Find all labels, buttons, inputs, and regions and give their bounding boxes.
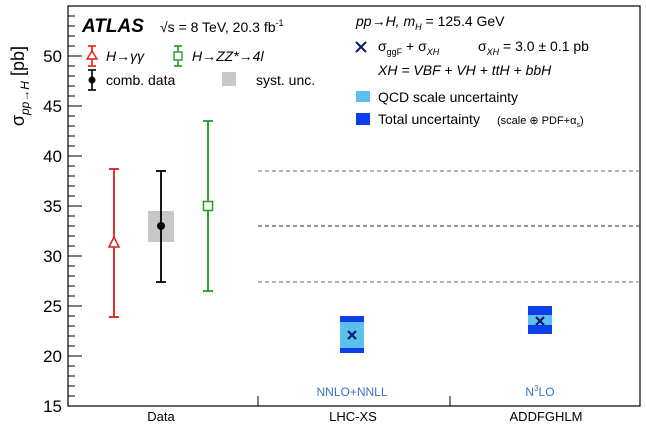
point-marker <box>202 200 214 212</box>
y-tick-label: 15 <box>43 397 62 416</box>
sigma-xh-sub: XH <box>486 47 500 57</box>
legend-syst-label: syst. unc. <box>256 72 315 88</box>
sigma-xh-value: = 3.0 ± 0.1 pb <box>499 38 589 54</box>
category-note: N3LO <box>525 384 554 399</box>
reference-lines <box>258 170 640 283</box>
legend-comb-label: comb. data <box>106 72 175 88</box>
x-category-label: LHC-XS <box>329 409 377 424</box>
prediction-points <box>340 306 552 353</box>
legend-qcd-label: QCD scale uncertainty <box>378 89 518 105</box>
legend-right: pp→H, mH = 125.4 GeV σggF + σXH σXH = 3.… <box>355 13 589 129</box>
measurement-filled-circle <box>156 170 166 283</box>
point-marker <box>157 222 165 230</box>
y-tick-label: 30 <box>43 247 62 266</box>
category-note: NNLO+NNLL <box>316 385 387 399</box>
legend-qcd-swatch <box>356 91 370 102</box>
atlas-label: ATLAS <box>81 16 144 37</box>
legend-hzz-label: H→ZZ*→4l <box>192 48 264 64</box>
y-tick-label: 20 <box>43 347 62 366</box>
y-tick-label: 45 <box>43 97 62 116</box>
legend-hgg-marker <box>85 45 99 67</box>
measurement-open-triangle <box>107 168 121 318</box>
process-label: pp→H, mH = 125.4 GeV <box>355 13 505 32</box>
legend-total-note-end: ) <box>580 115 584 127</box>
measurement-points <box>107 120 214 318</box>
sigma-sum-label: σggF + σXH <box>378 38 440 57</box>
legend-total-swatch <box>356 113 370 125</box>
y-tick-label: 40 <box>43 147 62 166</box>
legend-comb-marker <box>88 69 96 91</box>
prediction-marker-b <box>535 316 545 326</box>
process-text: pp→H, m <box>355 13 415 29</box>
xh-definition: XH = VBF + VH + ttH + bbH <box>377 62 552 78</box>
sigma-sum-mid: + σ <box>402 38 427 54</box>
lumi-superscript: -1 <box>276 18 284 28</box>
legend-prediction-marker <box>355 41 367 53</box>
legend-hgg-label: H→γγ <box>106 48 145 64</box>
y-tick-label: 50 <box>43 47 62 66</box>
prediction-addfghlm <box>528 306 552 334</box>
x-axis-ticks: Data LHC-XS NNLO+NNLL ADDFGHLM N3LO <box>147 384 582 424</box>
legend-total-note-text: (scale ⊕ PDF+α <box>497 115 577 127</box>
x-category-label: Data <box>147 409 175 424</box>
mass-subscript: H <box>415 22 422 32</box>
measurement-open-square <box>202 120 214 292</box>
prediction-lhc-xs <box>340 316 364 353</box>
y-tick-label: 25 <box>43 297 62 316</box>
prediction-marker-b <box>347 330 357 340</box>
x-category-label: ADDFGHLM <box>510 409 583 424</box>
y-axis-title: σpp→H [pb] <box>8 46 32 126</box>
y-tick-label: 35 <box>43 197 62 216</box>
legend-left: ATLAS √s = 8 TeV, 20.3 fb-1 H→γγ H→ZZ*→4… <box>81 16 315 91</box>
legend-syst-swatch <box>222 72 236 86</box>
sigma-sum-sub1: ggF <box>387 47 403 57</box>
sigma-xh-text: σ <box>478 38 487 54</box>
legend-total-note-sub: s <box>576 122 580 129</box>
energy-lumi-label: √s = 8 TeV, 20.3 fb-1 <box>160 18 284 35</box>
sigma-sum-text: σ <box>378 38 387 54</box>
sigma-xh-label: σXH = 3.0 ± 0.1 pb <box>478 38 589 57</box>
y-axis-ticks: 15 20 25 30 35 40 45 50 <box>43 15 82 416</box>
legend-hzz-marker <box>173 45 183 67</box>
legend-total-note: (scale ⊕ PDF+αs) <box>497 115 584 129</box>
sigma-sum-sub2: XH <box>426 47 440 57</box>
point-marker <box>107 235 121 248</box>
legend-total-label: Total uncertainty <box>378 111 480 127</box>
energy-lumi-text: √s = 8 TeV, 20.3 fb <box>160 19 276 35</box>
mass-value: = 125.4 GeV <box>422 13 506 29</box>
